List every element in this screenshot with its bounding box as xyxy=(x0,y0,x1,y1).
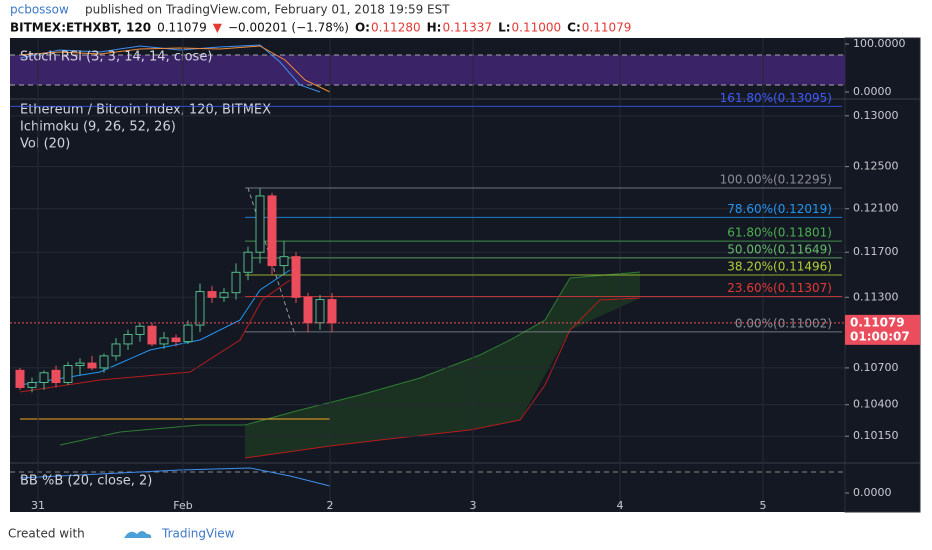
candle-body xyxy=(243,251,253,273)
x-tick-label: 3 xyxy=(470,499,477,512)
candle-body xyxy=(327,299,337,324)
candle-body xyxy=(315,299,325,324)
footer xyxy=(0,520,932,550)
senkou-a xyxy=(59,271,641,446)
header-part: −0.00201 (−1.78%) xyxy=(228,21,349,35)
header-part: ▼ xyxy=(213,21,223,35)
candle-body xyxy=(303,296,313,324)
candle-body xyxy=(291,256,301,298)
candle-body xyxy=(111,343,121,357)
candle-body xyxy=(183,324,193,343)
fib-label: 0.00%(0.11002) xyxy=(735,316,832,330)
candle-body xyxy=(279,256,289,267)
footer-brand[interactable]: TradingView xyxy=(161,527,235,541)
y-tick-label: 0.11300 xyxy=(853,290,899,303)
candle-body xyxy=(27,382,37,388)
header-part: H: xyxy=(427,21,442,35)
fib-label: 38.20%(0.11496) xyxy=(727,260,832,274)
footer-text: Created with xyxy=(8,527,85,541)
price-tag-value: 0.11079 xyxy=(850,315,905,329)
author[interactable]: pcbossow xyxy=(10,3,69,17)
y-tick-label: 0.12500 xyxy=(853,160,899,173)
candle-body xyxy=(159,337,169,345)
candle-body xyxy=(219,292,229,298)
header-part: BITMEX:ETHXBT, 120 xyxy=(10,21,151,35)
candle-body xyxy=(171,337,181,343)
fib-label: 100.00%(0.12295) xyxy=(720,173,832,187)
fib-label: 78.60%(0.12019) xyxy=(727,202,832,216)
candle-body xyxy=(123,333,133,345)
y-tick-label: 0.10400 xyxy=(853,398,899,411)
header-part: 0.11079 xyxy=(582,21,632,35)
header-part: C: xyxy=(567,21,581,35)
y-tick-label: 0.12100 xyxy=(853,202,899,215)
header-part: 0.11000 xyxy=(512,21,562,35)
y-tick-label: 0.11700 xyxy=(853,245,899,258)
candle-body xyxy=(75,362,85,366)
candle-body xyxy=(99,355,109,369)
ichimoku-cloud xyxy=(245,272,640,458)
header-part: L: xyxy=(498,21,510,35)
fib-label: 61.80%(0.11801) xyxy=(727,226,832,240)
fib-label: 50.00%(0.11649) xyxy=(727,242,832,256)
header-part: 0.11079 xyxy=(157,21,207,35)
logo xyxy=(124,531,152,538)
published: published on TradingView.com, February 0… xyxy=(85,3,450,17)
y-tick-label: 0.13000 xyxy=(853,109,899,122)
senkou-b xyxy=(244,297,641,459)
stoch-tick-label: 0.0000 xyxy=(853,85,892,98)
stoch-tick-label: 100.0000 xyxy=(853,37,906,50)
candle-body xyxy=(63,364,73,384)
symbol-line: BITMEX:ETHXBT, 120 0.11079 ▼ −0.00201 (−1.7… xyxy=(10,21,631,35)
candle-body xyxy=(231,271,241,294)
fib-label: 161.80%(0.13095) xyxy=(720,91,832,105)
header-part: 0.11280 xyxy=(371,21,421,35)
price-tag xyxy=(845,314,920,345)
stoch-d xyxy=(19,45,331,93)
candle-body xyxy=(135,325,145,335)
x-tick-label: 2 xyxy=(327,499,334,512)
y-tick-label: 0.10150 xyxy=(853,429,899,442)
candle-body xyxy=(87,362,97,369)
chart-title: Ethereum / Bitcoin Index, 120, BITMEX xyxy=(20,103,271,118)
fib-label: 23.60%(0.11307) xyxy=(727,281,832,295)
candle-body xyxy=(195,291,205,326)
x-tick-label: 5 xyxy=(760,499,767,512)
bb-title: BB %B (20, close, 2) xyxy=(20,474,152,489)
price-tag-countdown: 01:00:07 xyxy=(850,329,910,343)
header-part: 0.11337 xyxy=(442,21,492,35)
price-axis xyxy=(844,37,921,513)
bb-line xyxy=(19,467,331,487)
x-tick-label: 4 xyxy=(617,499,624,512)
y-tick-label: 0.10700 xyxy=(853,361,899,374)
x-tick-label: 31 xyxy=(31,499,45,512)
candle-body xyxy=(51,369,61,384)
header-part: O: xyxy=(355,21,370,35)
tenkan xyxy=(19,269,291,386)
candle-body xyxy=(267,195,277,267)
indicator: Vol (20) xyxy=(20,137,70,152)
candle-body xyxy=(255,195,265,253)
candle-body xyxy=(15,369,25,388)
x-tick-label: Feb xyxy=(173,499,192,512)
candle-body xyxy=(207,291,217,298)
bb-tick-label: 0.0000 xyxy=(853,486,892,499)
candle-body xyxy=(147,325,157,345)
stoch-title: Stoch RSI (3, 3, 14, 14, close) xyxy=(20,50,212,65)
stoch-band xyxy=(10,55,845,85)
candle-body xyxy=(39,372,49,384)
indicator: Ichimoku (9, 26, 52, 26) xyxy=(20,120,176,135)
